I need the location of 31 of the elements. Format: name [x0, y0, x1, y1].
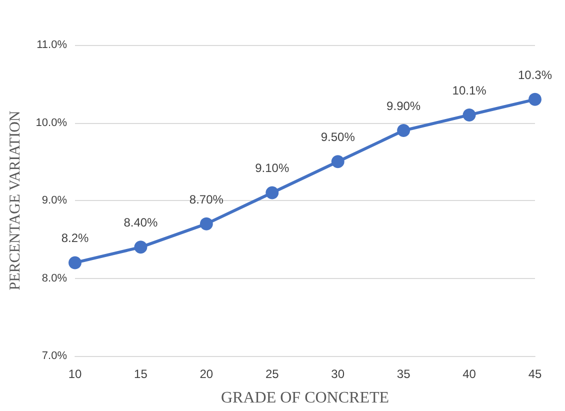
data-label: 8.2% — [61, 231, 89, 246]
data-label: 8.40% — [124, 216, 158, 230]
data-label: 9.50% — [320, 130, 356, 144]
x-tick-label: 30 — [331, 367, 345, 381]
x-tick-label: 25 — [265, 367, 280, 381]
x-tick-label: 45 — [528, 367, 542, 381]
x-tick-label: 20 — [200, 367, 214, 381]
y-axis-title: PERCENTAGE VARIATION — [8, 110, 24, 290]
point — [397, 124, 410, 138]
x-tick-label: 40 — [462, 367, 476, 381]
point — [134, 240, 148, 254]
y-tick-label: 11.0% — [36, 39, 68, 51]
point — [331, 155, 344, 168]
data-label: 8.70% — [189, 192, 224, 206]
data-label: 9.10% — [255, 161, 290, 176]
y-tick-label: 9.0% — [42, 194, 68, 206]
point — [68, 256, 82, 270]
data-label: 10.3% — [518, 68, 552, 82]
point — [462, 108, 476, 122]
data-label: 9.90% — [386, 99, 421, 114]
x-tick-label: 10 — [68, 367, 82, 381]
point — [200, 217, 213, 230]
x-tick-label: 35 — [396, 367, 411, 381]
y-tick-label: 7.0% — [42, 350, 68, 362]
x-axis-title: GRADE OF CONCRETE — [220, 390, 390, 406]
point — [528, 92, 542, 106]
x-tick-label: 15 — [134, 367, 148, 381]
y-tick-label: 8.0% — [42, 272, 68, 284]
y-tick-label: 10.0% — [36, 116, 68, 129]
data-label: 10.1% — [452, 83, 487, 98]
point — [266, 186, 279, 200]
